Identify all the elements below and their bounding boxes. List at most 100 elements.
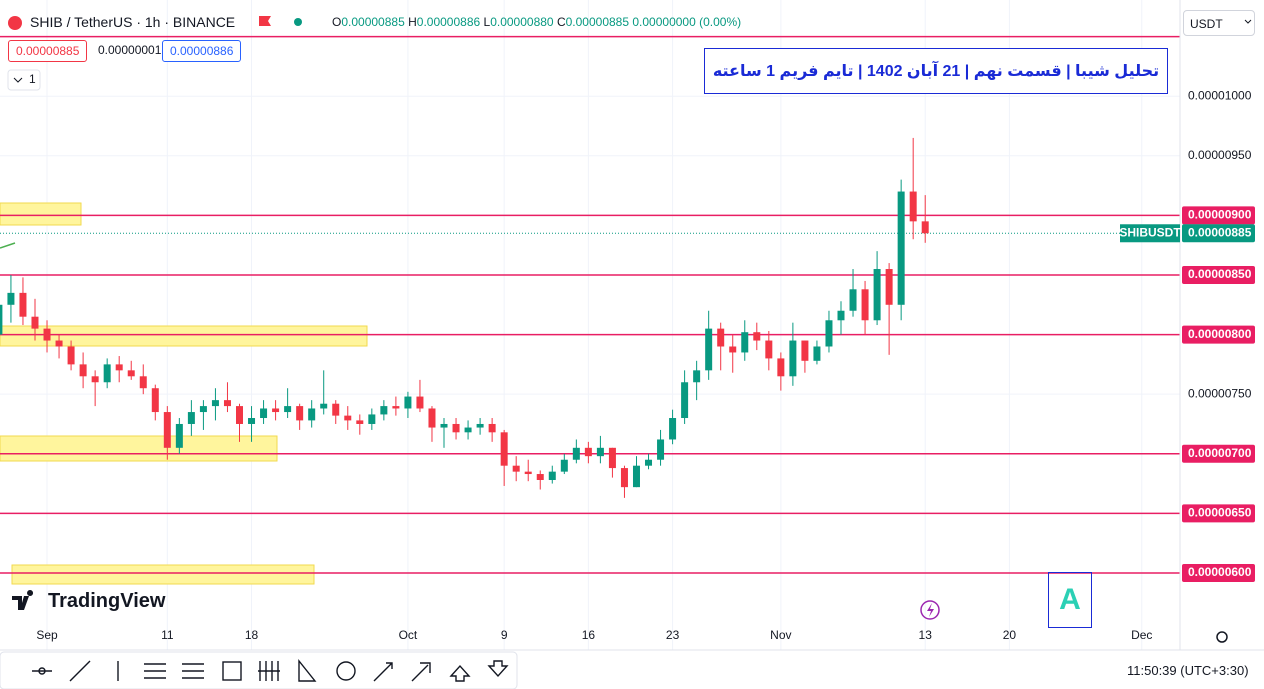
flag-icon[interactable] bbox=[259, 16, 271, 26]
candle-body bbox=[693, 370, 701, 383]
tool-icon[interactable] bbox=[32, 667, 52, 675]
price-tag-name: SHIBUSDT bbox=[1119, 225, 1181, 239]
candle-body bbox=[199, 406, 207, 413]
candle-body bbox=[404, 396, 412, 409]
ask-price[interactable]: 0.00000886 bbox=[162, 40, 242, 62]
candle-body bbox=[741, 332, 749, 353]
candle-body bbox=[31, 316, 39, 329]
candle-body bbox=[921, 221, 929, 234]
bid-price[interactable]: 0.00000885 bbox=[8, 40, 88, 62]
candle-body bbox=[7, 292, 15, 305]
candle-body bbox=[380, 406, 388, 415]
y-tick-label: 0.00000750 bbox=[1188, 386, 1252, 400]
ohlc-value: 0.00000885 bbox=[565, 15, 630, 29]
candle-body bbox=[416, 396, 424, 409]
candle-body bbox=[789, 340, 797, 377]
level-tag bbox=[1182, 563, 1255, 582]
chart-title: تحلیل شیبا | قسمت نهم | 21 آبان 1402 | ت… bbox=[704, 48, 1168, 94]
ohlc-key: H bbox=[408, 15, 417, 29]
x-tick-label: 18 bbox=[245, 628, 259, 642]
candle-body bbox=[897, 191, 905, 305]
zone bbox=[11, 564, 315, 585]
zone bbox=[0, 325, 368, 347]
tool-icon[interactable] bbox=[182, 663, 204, 679]
tool-icon[interactable] bbox=[449, 664, 471, 682]
candle-body bbox=[572, 447, 580, 460]
candle-body bbox=[849, 289, 857, 311]
candle-body bbox=[717, 328, 725, 347]
x-tick-label: Nov bbox=[770, 628, 791, 642]
symbol-icon bbox=[8, 16, 22, 30]
candle-body bbox=[560, 459, 568, 472]
candle-body bbox=[512, 465, 520, 472]
candle-body bbox=[55, 340, 63, 347]
candle-body bbox=[825, 320, 833, 347]
tool-icon[interactable] bbox=[373, 662, 393, 682]
candle-body bbox=[296, 406, 304, 421]
tool-icon[interactable] bbox=[487, 660, 509, 678]
y-tick-label: 0.00000600 bbox=[1188, 565, 1252, 579]
zones bbox=[0, 202, 368, 585]
price-tag bbox=[1182, 224, 1255, 243]
indicator-toggle[interactable] bbox=[7, 69, 41, 91]
candle-body bbox=[801, 340, 809, 361]
axis-layer: 0.00000600 0.00000650 0.00000700 0.00000750… bbox=[36, 88, 1255, 642]
candle-body bbox=[632, 465, 640, 488]
candle-body bbox=[79, 364, 87, 377]
candle-body bbox=[488, 423, 496, 433]
y-tick-label: 0.00000800 bbox=[1188, 327, 1252, 341]
level-tag bbox=[1182, 265, 1255, 284]
candle-body bbox=[236, 406, 243, 424]
candle-body bbox=[139, 376, 147, 389]
chevron[interactable] bbox=[13, 77, 23, 83]
candle-body bbox=[476, 423, 484, 428]
candle-body bbox=[753, 332, 761, 341]
symbol-name: SHIB / TetherUS · 1h · BINANCE bbox=[30, 14, 236, 30]
candle-body bbox=[837, 310, 845, 321]
y-tick-label: 0.00000700 bbox=[1188, 446, 1252, 460]
x-tick-label: 20 bbox=[1003, 628, 1017, 642]
ohlc-key: L bbox=[483, 15, 491, 29]
zone bbox=[0, 202, 82, 226]
candle-layer bbox=[0, 137, 929, 498]
logo-icon bbox=[12, 590, 34, 610]
tool-icon[interactable] bbox=[298, 659, 317, 682]
candle-body bbox=[223, 400, 231, 407]
tool-icon[interactable] bbox=[222, 661, 242, 681]
y-tick-label: 0.00000650 bbox=[1188, 506, 1252, 520]
candle-body bbox=[344, 415, 352, 421]
zone bbox=[0, 435, 278, 462]
candle-body bbox=[645, 459, 653, 466]
candle-body bbox=[151, 388, 159, 413]
tool-icon[interactable] bbox=[411, 662, 431, 682]
tool-icon[interactable] bbox=[69, 660, 91, 682]
x-tick-label: 13 bbox=[919, 628, 933, 642]
y-tick-label: 0.00000850 bbox=[1188, 267, 1252, 281]
currency-select[interactable]: USDT bbox=[1183, 10, 1255, 36]
candle-body bbox=[187, 412, 195, 424]
tool-icon[interactable] bbox=[144, 663, 166, 679]
candle-body bbox=[873, 269, 881, 321]
candle-body bbox=[19, 292, 27, 317]
settings-icon[interactable] bbox=[1216, 631, 1228, 643]
event-icon[interactable] bbox=[920, 600, 940, 620]
candle-body bbox=[464, 427, 472, 433]
y-tick-label: 0.00000900 bbox=[1188, 208, 1252, 222]
tool-icon[interactable] bbox=[258, 661, 280, 681]
ohlc-value: 0.00000880 bbox=[490, 15, 554, 29]
x-tick-label: Dec bbox=[1131, 628, 1152, 642]
candle-body bbox=[428, 408, 436, 428]
y-tick-label: 0.00000950 bbox=[1188, 148, 1252, 162]
indicator-count: 1 bbox=[29, 72, 36, 86]
logo[interactable]: TradingView bbox=[48, 590, 166, 612]
candle-body bbox=[885, 269, 893, 305]
candle-body bbox=[705, 328, 713, 371]
tool-icon[interactable] bbox=[336, 661, 356, 681]
event-icon bbox=[927, 603, 934, 617]
candle-body bbox=[91, 376, 99, 383]
candle-body bbox=[272, 408, 280, 413]
candle-body bbox=[909, 191, 917, 222]
trend-line bbox=[0, 242, 16, 249]
